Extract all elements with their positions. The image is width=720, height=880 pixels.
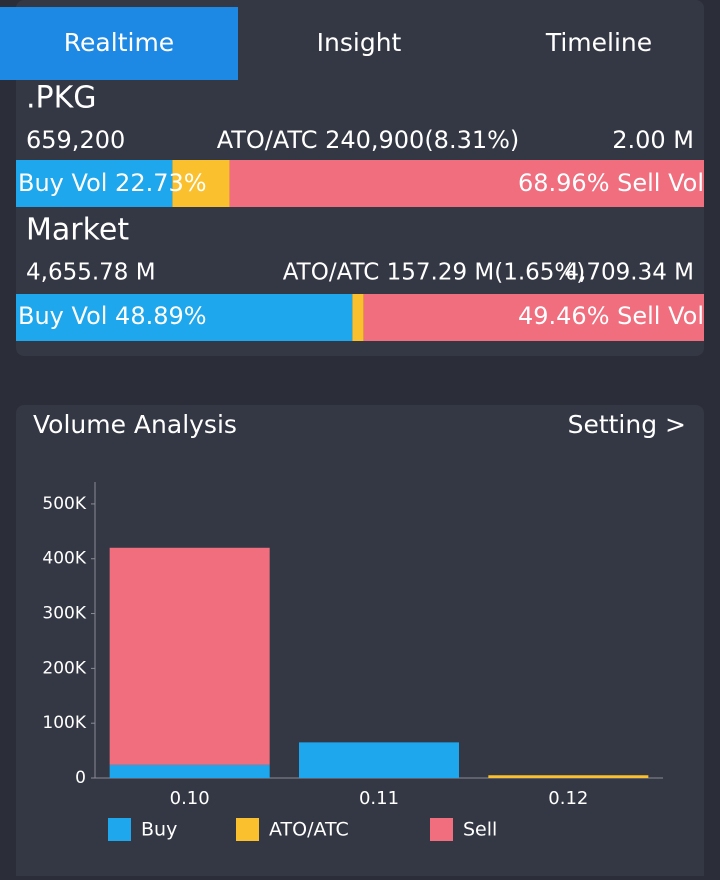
- split-segment: [16, 294, 353, 341]
- panel-title: Volume Analysis: [33, 410, 237, 439]
- y-tick-label: 0: [75, 768, 86, 788]
- buy-total: 659,200: [26, 126, 125, 154]
- tab[interactable]: Realtime: [64, 28, 174, 57]
- split-segment: [363, 294, 704, 341]
- legend-swatch: [236, 818, 259, 841]
- legend-swatch: [430, 818, 453, 841]
- sell-total: 4,709.34 M: [564, 260, 694, 286]
- bar-segment: [299, 742, 459, 778]
- buy-total: 4,655.78 M: [26, 260, 156, 286]
- y-tick-label: 200K: [42, 658, 86, 678]
- ato-atc: ATO/ATC 240,900(8.31%): [217, 126, 520, 154]
- y-tick-label: 100K: [42, 713, 86, 733]
- tab[interactable]: Insight: [317, 28, 402, 57]
- x-tick-label: 0.11: [359, 788, 399, 809]
- buy-label: Buy Vol 22.73%: [18, 169, 207, 197]
- market-name: Market: [26, 213, 129, 248]
- tab[interactable]: Timeline: [545, 28, 652, 57]
- split-segment: [352, 294, 364, 341]
- sell-label: 49.46% Sell Vol: [518, 302, 704, 330]
- legend-label: ATO/ATC: [269, 819, 349, 841]
- y-tick-label: 300K: [42, 604, 86, 624]
- bar-segment: [109, 547, 270, 765]
- x-tick-label: 0.12: [548, 788, 588, 809]
- x-tick-label: 0.10: [170, 788, 210, 809]
- split-segment: [16, 160, 173, 207]
- setting-link[interactable]: Setting >: [568, 410, 686, 439]
- active-tab[interactable]: [0, 7, 238, 80]
- legend-label: Buy: [141, 819, 177, 841]
- bar-segment: [109, 764, 270, 778]
- y-tick-label: 400K: [42, 549, 86, 569]
- stock-name: .PKG: [26, 81, 97, 116]
- sell-total: 2.00 M: [612, 126, 694, 154]
- bar-segment: [488, 775, 649, 778]
- y-tick-label: 500K: [42, 494, 86, 514]
- split-segment: [229, 160, 704, 207]
- buy-label: Buy Vol 48.89%: [18, 302, 207, 330]
- split-segment: [172, 160, 230, 207]
- legend-swatch: [108, 818, 131, 841]
- legend-label: Sell: [463, 819, 497, 841]
- ato-atc: ATO/ATC 157.29 M(1.65%): [283, 260, 586, 286]
- sell-label: 68.96% Sell Vol: [518, 169, 704, 197]
